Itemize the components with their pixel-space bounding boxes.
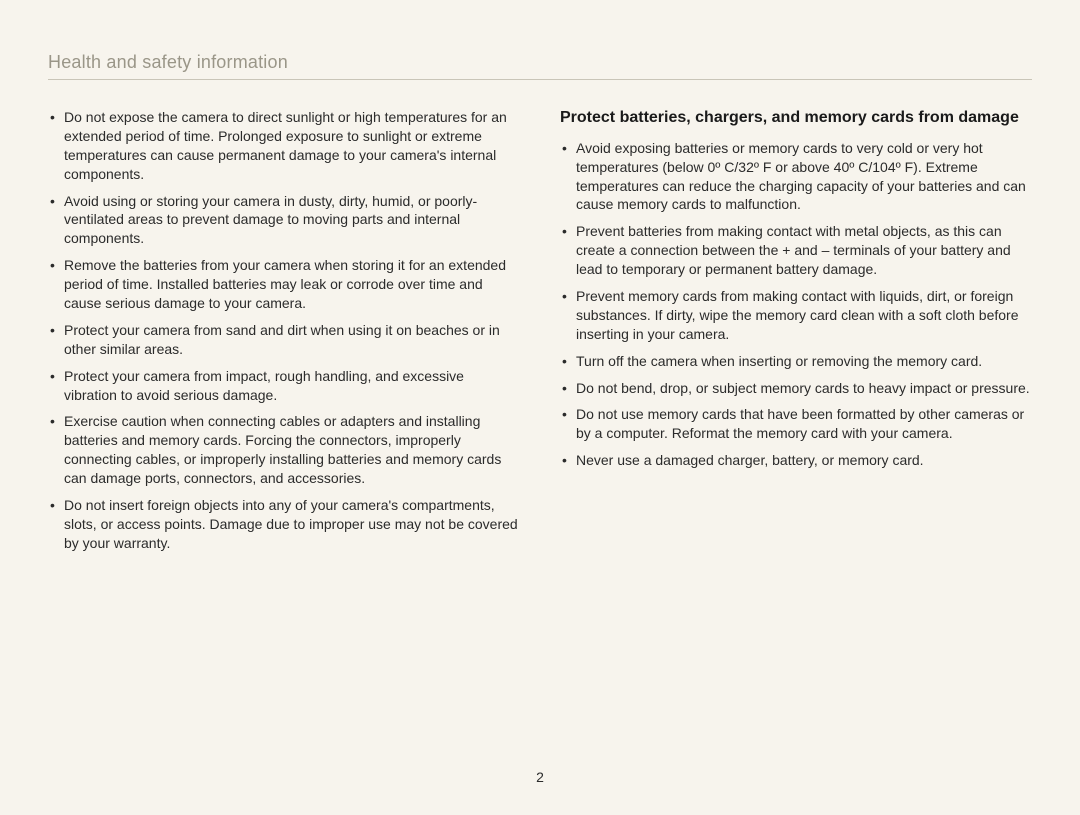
content-columns: Do not expose the camera to direct sunli… (48, 108, 1032, 561)
list-item: Never use a damaged charger, battery, or… (560, 451, 1032, 470)
list-item: Do not bend, drop, or subject memory car… (560, 379, 1032, 398)
list-item: Turn off the camera when inserting or re… (560, 352, 1032, 371)
list-item: Do not expose the camera to direct sunli… (48, 108, 520, 184)
list-item: Avoid exposing batteries or memory cards… (560, 139, 1032, 215)
list-item: Avoid using or storing your camera in du… (48, 192, 520, 249)
right-column: Protect batteries, chargers, and memory … (560, 108, 1032, 561)
page-number: 2 (0, 769, 1080, 785)
page-header-title: Health and safety information (48, 52, 1032, 80)
right-bullet-list: Avoid exposing batteries or memory cards… (560, 139, 1032, 470)
list-item: Protect your camera from impact, rough h… (48, 367, 520, 405)
section-heading: Protect batteries, chargers, and memory … (560, 108, 1032, 129)
list-item: Exercise caution when connecting cables … (48, 412, 520, 488)
left-bullet-list: Do not expose the camera to direct sunli… (48, 108, 520, 553)
list-item: Remove the batteries from your camera wh… (48, 256, 520, 313)
left-column: Do not expose the camera to direct sunli… (48, 108, 520, 561)
list-item: Prevent memory cards from making contact… (560, 287, 1032, 344)
list-item: Protect your camera from sand and dirt w… (48, 321, 520, 359)
list-item: Do not insert foreign objects into any o… (48, 496, 520, 553)
list-item: Do not use memory cards that have been f… (560, 405, 1032, 443)
document-page: Health and safety information Do not exp… (48, 52, 1032, 775)
list-item: Prevent batteries from making contact wi… (560, 222, 1032, 279)
